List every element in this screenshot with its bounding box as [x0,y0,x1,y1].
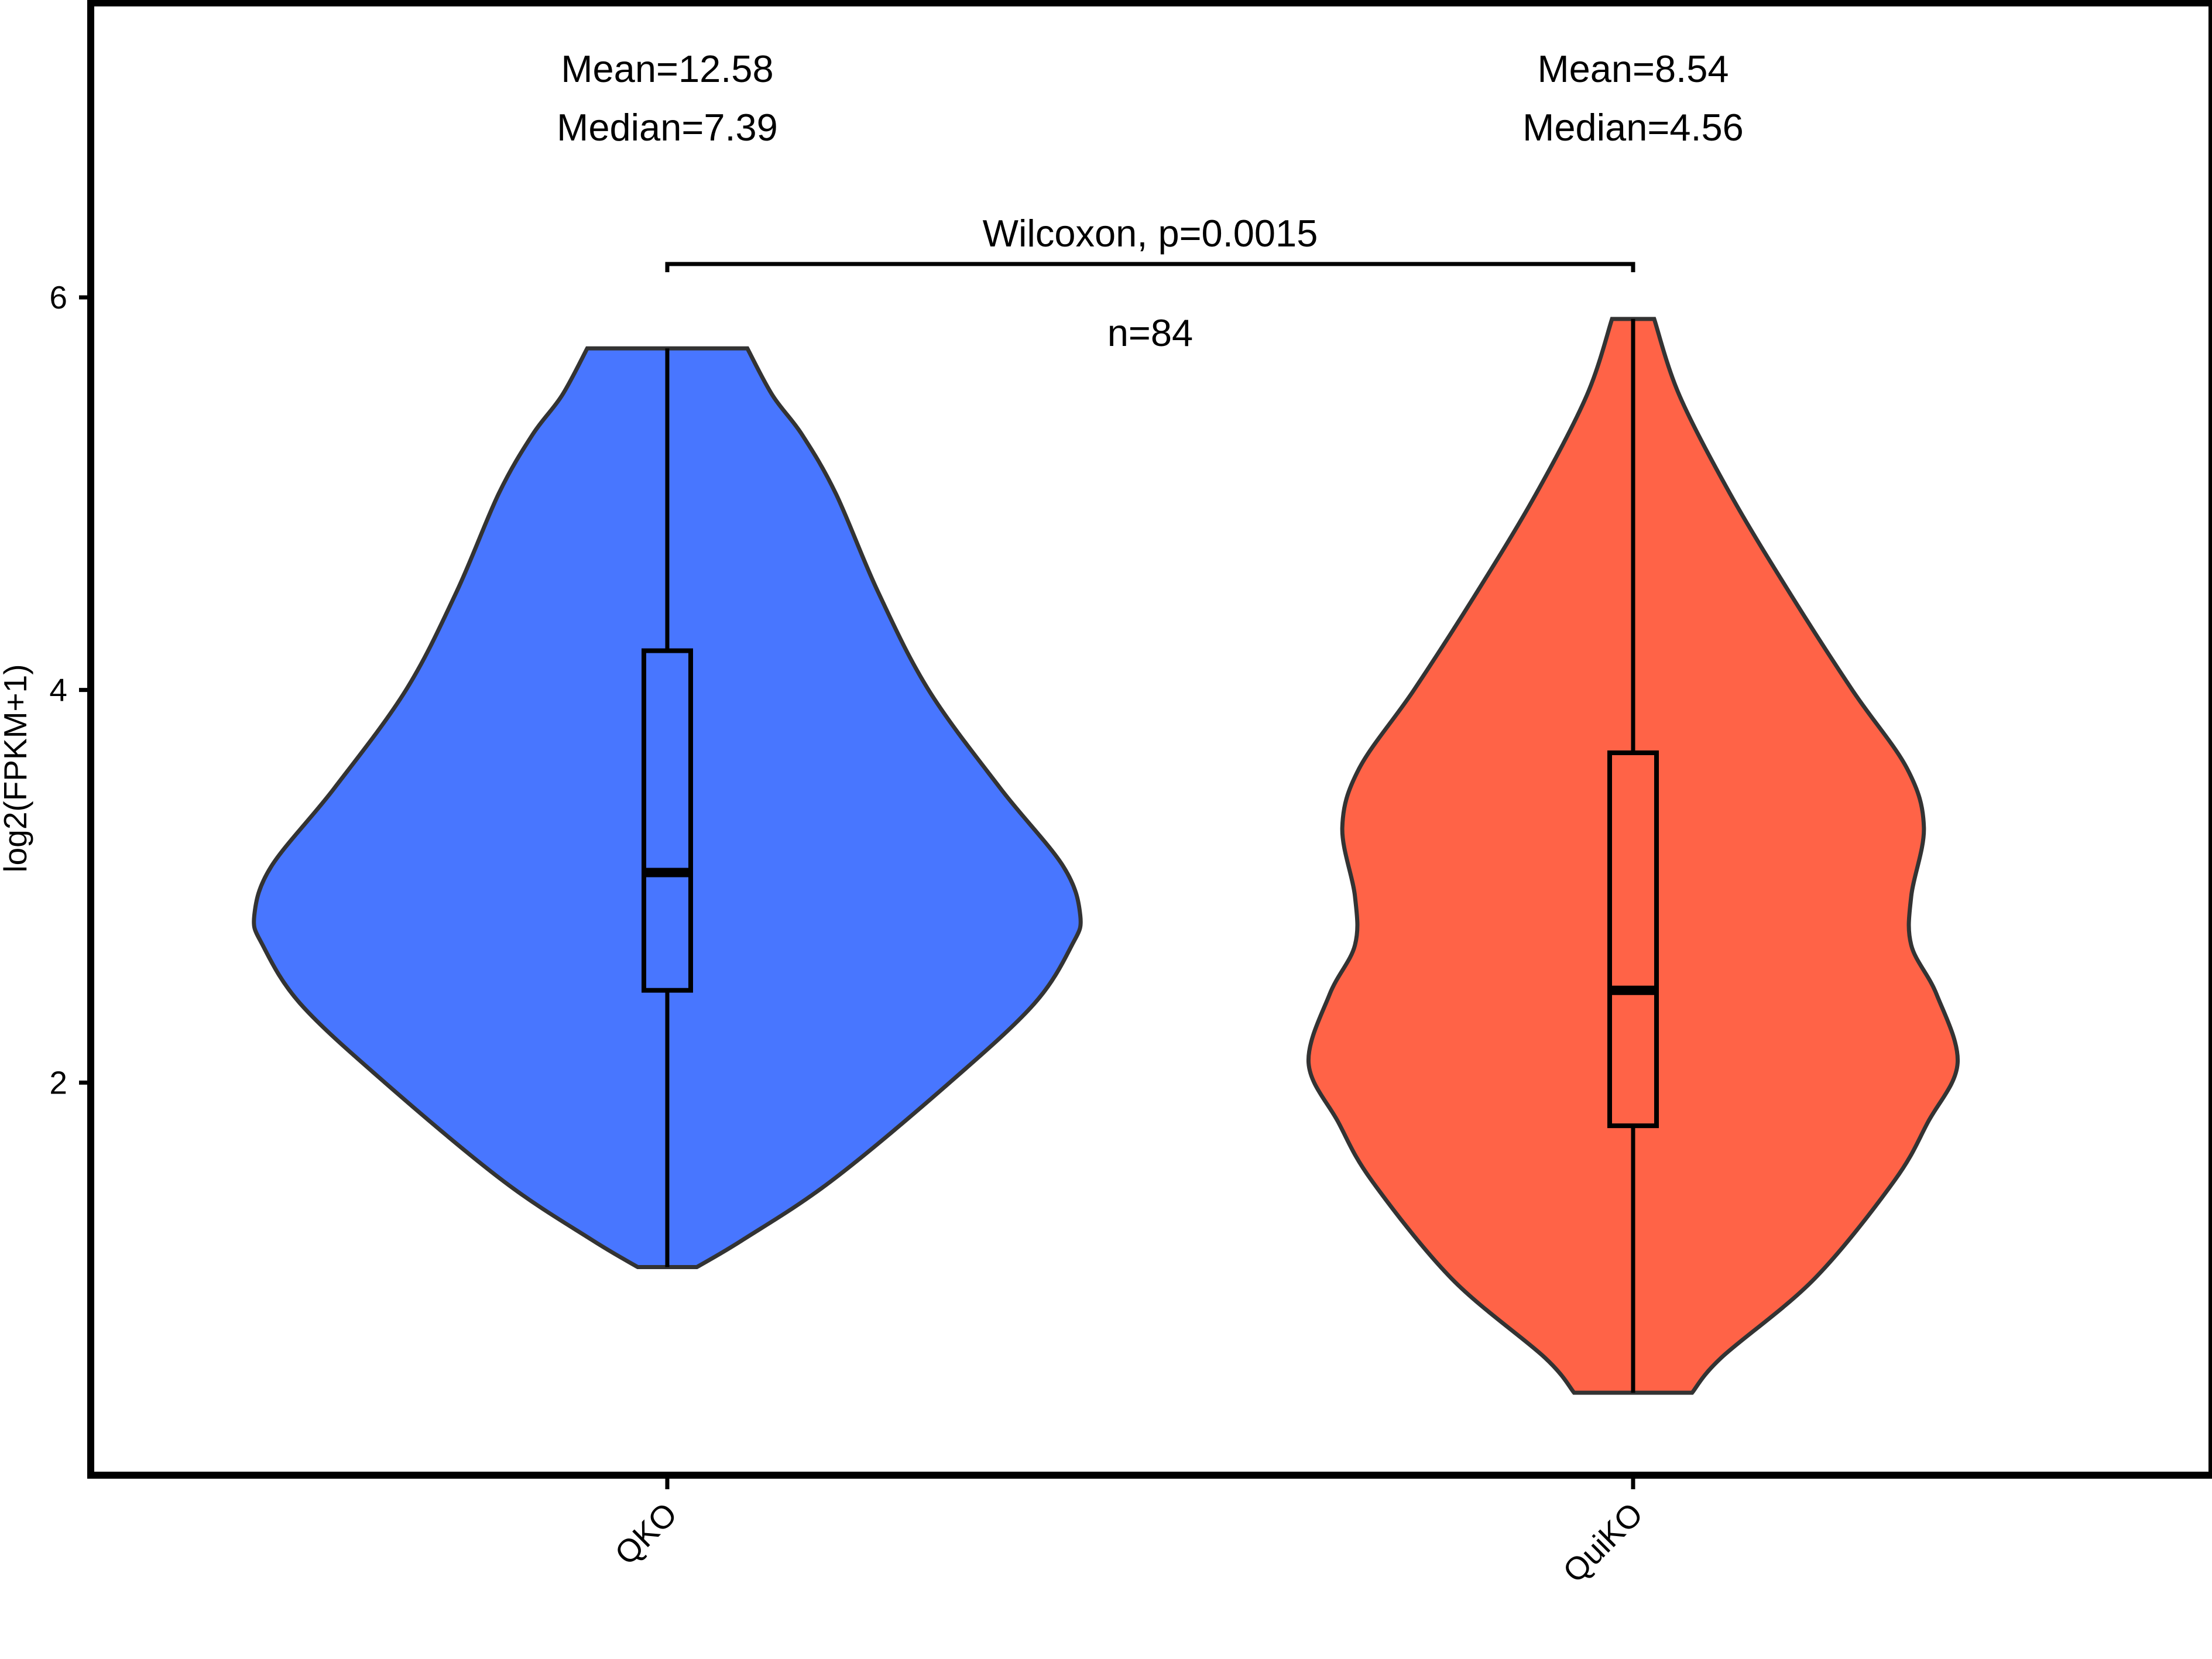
mean-label-qko: Mean=12.58 [561,47,773,90]
median-label-qko: Median=7.39 [557,106,778,149]
comparison-label: Wilcoxon, p=0.0015 [983,212,1318,255]
x-tick-label-quiko: QuiKO [1556,1496,1650,1590]
comparison-bracket [665,262,1635,272]
y-tick-label: 6 [49,279,67,316]
y-axis-title: log2(FPKM+1) [0,664,33,872]
annotations-layer: Mean=12.58 Median=7.39 Mean=8.54 Median=… [557,47,1744,354]
box-quiko [1607,750,1659,1129]
sample-size-label: n=84 [1107,311,1193,354]
plot-frame [87,0,2212,1479]
median-label-quiko: Median=4.56 [1522,106,1744,149]
violins-layer [252,317,1960,1395]
y-tick-label: 4 [49,672,67,708]
box-qko [642,648,693,993]
axes-layer: log2(FPKM+1) 2 4 6 QKO QuiKO [0,0,2212,1590]
y-tick-label: 2 [49,1064,67,1101]
mean-label-quiko: Mean=8.54 [1537,47,1729,90]
x-tick-label-qko: QKO [608,1496,684,1572]
